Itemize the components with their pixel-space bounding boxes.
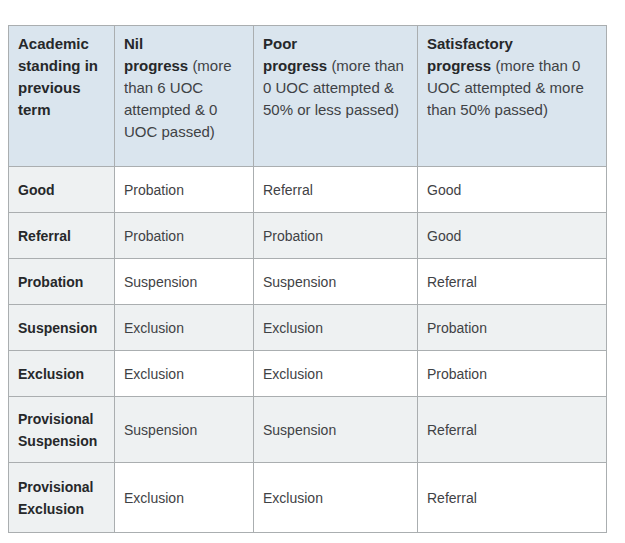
cell-satisfactory-progress: Probation (418, 351, 607, 397)
academic-standing-table: Academic standing in previous term Nil p… (8, 25, 607, 533)
row-label-provisional-suspension: Provisional Suspension (9, 397, 115, 463)
column-header-label: Academic standing in previous term (18, 35, 98, 118)
table-row: Provisional Suspension Suspension Suspen… (9, 397, 607, 463)
column-header-satisfactory-progress: Satisfactory progress (more than 0 UOC a… (418, 26, 607, 167)
column-header-term: Satisfactory (427, 35, 513, 52)
cell-poor-progress: Exclusion (254, 305, 418, 351)
cell-nil-progress: Exclusion (115, 463, 254, 533)
cell-satisfactory-progress: Probation (418, 305, 607, 351)
row-label-good: Good (9, 167, 115, 213)
column-header-term: progress (124, 57, 188, 74)
table-row: Suspension Exclusion Exclusion Probation (9, 305, 607, 351)
cell-poor-progress: Exclusion (254, 351, 418, 397)
cell-nil-progress: Exclusion (115, 351, 254, 397)
cell-nil-progress: Suspension (115, 397, 254, 463)
column-header-term: progress (263, 57, 327, 74)
row-label-suspension: Suspension (9, 305, 115, 351)
cell-satisfactory-progress: Referral (418, 259, 607, 305)
row-label-provisional-exclusion: Provisional Exclusion (9, 463, 115, 533)
cell-poor-progress: Probation (254, 213, 418, 259)
cell-satisfactory-progress: Referral (418, 397, 607, 463)
table-header: Academic standing in previous term Nil p… (9, 26, 607, 167)
column-header-academic-standing: Academic standing in previous term (9, 26, 115, 167)
column-header-term: Nil (124, 35, 143, 52)
table-row: Probation Suspension Suspension Referral (9, 259, 607, 305)
cell-poor-progress: Referral (254, 167, 418, 213)
cell-poor-progress: Exclusion (254, 463, 418, 533)
column-header-term: progress (427, 57, 491, 74)
cell-nil-progress: Probation (115, 167, 254, 213)
page: Academic standing in previous term Nil p… (0, 0, 625, 533)
column-header-term: Poor (263, 35, 297, 52)
table-row: Provisional Exclusion Exclusion Exclusio… (9, 463, 607, 533)
cell-nil-progress: Exclusion (115, 305, 254, 351)
row-label-probation: Probation (9, 259, 115, 305)
row-label-exclusion: Exclusion (9, 351, 115, 397)
cell-satisfactory-progress: Good (418, 167, 607, 213)
header-row: Academic standing in previous term Nil p… (9, 26, 607, 167)
cell-poor-progress: Suspension (254, 259, 418, 305)
table-body: Good Probation Referral Good Referral Pr… (9, 167, 607, 533)
cell-satisfactory-progress: Referral (418, 463, 607, 533)
cell-poor-progress: Suspension (254, 397, 418, 463)
column-header-nil-progress: Nil progress (more than 6 UOC attempted … (115, 26, 254, 167)
row-label-referral: Referral (9, 213, 115, 259)
table-row: Good Probation Referral Good (9, 167, 607, 213)
cell-nil-progress: Probation (115, 213, 254, 259)
table-row: Referral Probation Probation Good (9, 213, 607, 259)
column-header-poor-progress: Poor progress (more than 0 UOC attempted… (254, 26, 418, 167)
cell-satisfactory-progress: Good (418, 213, 607, 259)
table-row: Exclusion Exclusion Exclusion Probation (9, 351, 607, 397)
cell-nil-progress: Suspension (115, 259, 254, 305)
